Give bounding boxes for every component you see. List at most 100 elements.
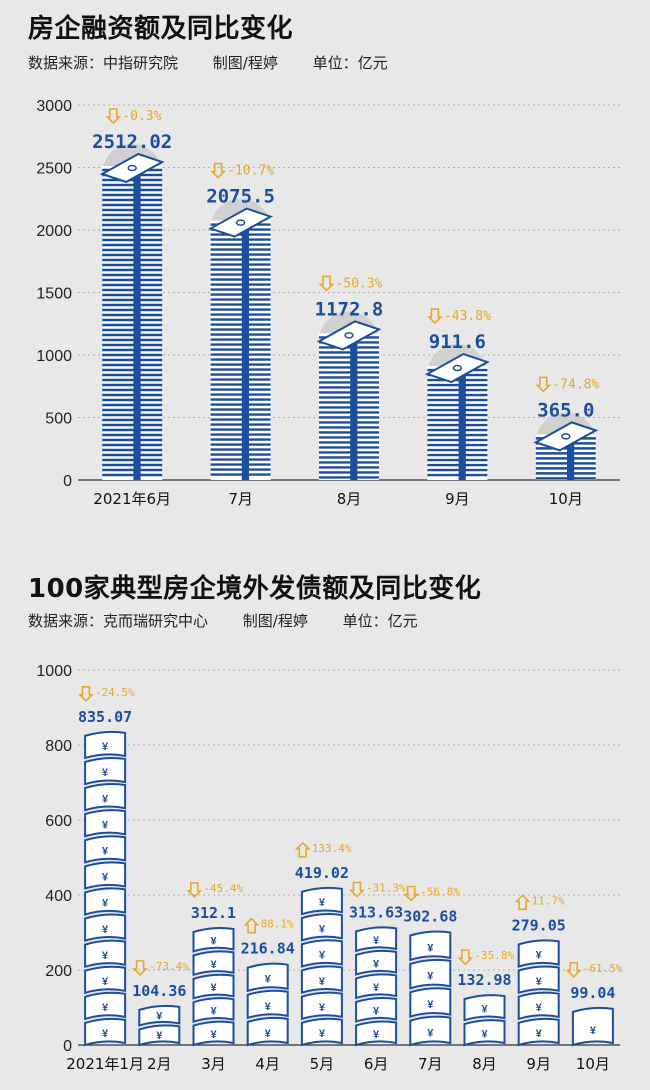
yuan-note-icon — [84, 756, 127, 786]
up-arrow-icon — [294, 841, 311, 858]
yuan-note-icon — [84, 809, 127, 838]
chart-author: 制图/程婷 — [212, 54, 278, 72]
bar — [208, 207, 274, 480]
x-tick-label: 10月 — [576, 1055, 610, 1073]
yuan-note-icon — [84, 730, 127, 760]
data-label: 279.05 — [512, 916, 566, 934]
svg-text:¥: ¥ — [102, 793, 109, 805]
yuan-note-icon — [300, 1017, 343, 1047]
money-bill-icon — [424, 352, 490, 384]
bar: ¥ ¥ ¥ ¥ — [409, 930, 452, 1047]
yuan-note-icon — [409, 1015, 452, 1047]
svg-text:¥: ¥ — [319, 897, 326, 909]
data-label: 312.1 — [191, 904, 236, 922]
bar: ¥ ¥ ¥ ¥ ¥ ¥ ¥ ¥ ¥ ¥ ¥ ¥ — [84, 730, 127, 1047]
chart-author: 制图/程婷 — [242, 612, 308, 630]
y-tick-label: 2500 — [36, 161, 72, 178]
svg-text:¥: ¥ — [102, 950, 109, 962]
yoy-change-label: -45.4% — [203, 882, 243, 895]
data-label: 835.07 — [78, 708, 132, 726]
y-tick-label: 1500 — [36, 286, 72, 303]
bar-group — [533, 412, 599, 480]
unit-label: 单位：亿元 — [312, 54, 388, 72]
up-arrow-icon — [243, 917, 260, 934]
yuan-note-icon — [138, 1024, 181, 1047]
data-label: 313.63 — [349, 903, 403, 921]
svg-text:¥: ¥ — [481, 1029, 488, 1041]
down-arrow-icon — [318, 275, 335, 292]
yoy-change-label: -35.8% — [474, 949, 514, 962]
bar — [99, 152, 165, 480]
bar-group — [99, 143, 165, 480]
yoy-change-label: -74.8% — [552, 377, 599, 392]
yoy-change-label: -24.5% — [95, 686, 135, 699]
y-tick-label: 0 — [63, 1038, 72, 1055]
down-arrow-icon — [403, 885, 420, 902]
x-tick-label: 7月 — [418, 1055, 443, 1073]
svg-text:¥: ¥ — [102, 976, 109, 988]
yuan-note-icon — [192, 973, 235, 1000]
yuan-note-icon — [517, 1017, 560, 1047]
y-tick-label: 2000 — [36, 223, 72, 240]
yoy-change-label: -10.7% — [227, 164, 274, 179]
y-tick-label: 500 — [45, 411, 72, 428]
yuan-note-icon — [138, 1004, 181, 1027]
yuan-note-icon — [355, 973, 398, 1000]
svg-text:¥: ¥ — [210, 1006, 217, 1018]
data-label: 419.02 — [295, 864, 349, 882]
yuan-note-icon — [84, 783, 127, 812]
x-tick-label: 10月 — [549, 490, 583, 508]
data-label: 911.6 — [429, 331, 486, 353]
yuan-note-icon — [192, 950, 235, 977]
yuan-note-icon — [84, 1017, 127, 1047]
x-tick-label: 9月 — [526, 1055, 551, 1073]
bar: ¥ ¥ ¥ ¥ ¥ — [192, 926, 235, 1047]
chart-title: 房企融资额及同比变化 — [28, 14, 294, 44]
yuan-note-icon — [192, 1020, 235, 1047]
bar-group: ¥ ¥ ¥ ¥ ¥ — [192, 926, 235, 1047]
yuan-note-icon — [84, 861, 127, 890]
svg-text:¥: ¥ — [536, 1028, 543, 1040]
yuan-note-icon — [84, 913, 127, 942]
svg-text:¥: ¥ — [590, 1025, 597, 1037]
yuan-note-icon — [300, 991, 343, 1021]
data-label: 216.84 — [241, 940, 295, 958]
bar-group: ¥¥ — [138, 1004, 181, 1047]
data-source: 数据来源：克而瑞研究中心 — [28, 612, 209, 630]
data-label: 302.68 — [403, 907, 457, 925]
svg-text:¥: ¥ — [319, 1002, 326, 1014]
svg-text:¥: ¥ — [156, 1011, 163, 1023]
svg-text:¥: ¥ — [427, 1027, 434, 1039]
svg-text:¥: ¥ — [265, 1028, 272, 1040]
y-tick-label: 400 — [45, 888, 72, 905]
x-tick-label: 4月 — [255, 1055, 280, 1073]
svg-text:¥: ¥ — [102, 1028, 109, 1040]
x-tick-label: 2021年1月 — [66, 1055, 144, 1073]
svg-text:¥: ¥ — [373, 1029, 380, 1041]
money-bill-icon — [99, 152, 165, 184]
yuan-note-icon — [246, 989, 289, 1020]
down-arrow-icon — [210, 162, 227, 179]
down-arrow-icon — [457, 949, 474, 966]
y-tick-label: 3000 — [36, 98, 72, 115]
svg-text:¥: ¥ — [265, 974, 272, 986]
svg-text:¥: ¥ — [102, 872, 109, 884]
yoy-change-label: -73.4% — [149, 960, 189, 973]
svg-text:¥: ¥ — [210, 959, 217, 971]
yuan-note-icon — [300, 965, 343, 994]
yuan-note-icon — [355, 1020, 398, 1047]
down-arrow-icon — [565, 962, 582, 978]
bar: ¥¥ — [138, 1004, 181, 1047]
x-tick-label: 8月 — [337, 490, 362, 508]
y-tick-label: 0 — [63, 473, 72, 490]
yoy-change-label: -43.8% — [444, 309, 491, 324]
yoy-change-label: -0.3% — [122, 109, 161, 124]
svg-text:¥: ¥ — [210, 1029, 217, 1041]
yuan-note-icon — [355, 926, 398, 953]
svg-text:¥: ¥ — [536, 976, 543, 988]
yuan-note-icon — [355, 949, 398, 976]
chart-panel-financing: 房企融资额及同比变化 数据来源：中指研究院 制图/程婷 单位：亿元 0 500 10… — [0, 0, 650, 530]
bar-group: ¥ ¥ ¥ ¥ — [517, 939, 560, 1047]
chart-title: 100家典型房企境外发债额及同比变化 — [28, 574, 482, 604]
svg-text:¥: ¥ — [319, 1028, 326, 1040]
